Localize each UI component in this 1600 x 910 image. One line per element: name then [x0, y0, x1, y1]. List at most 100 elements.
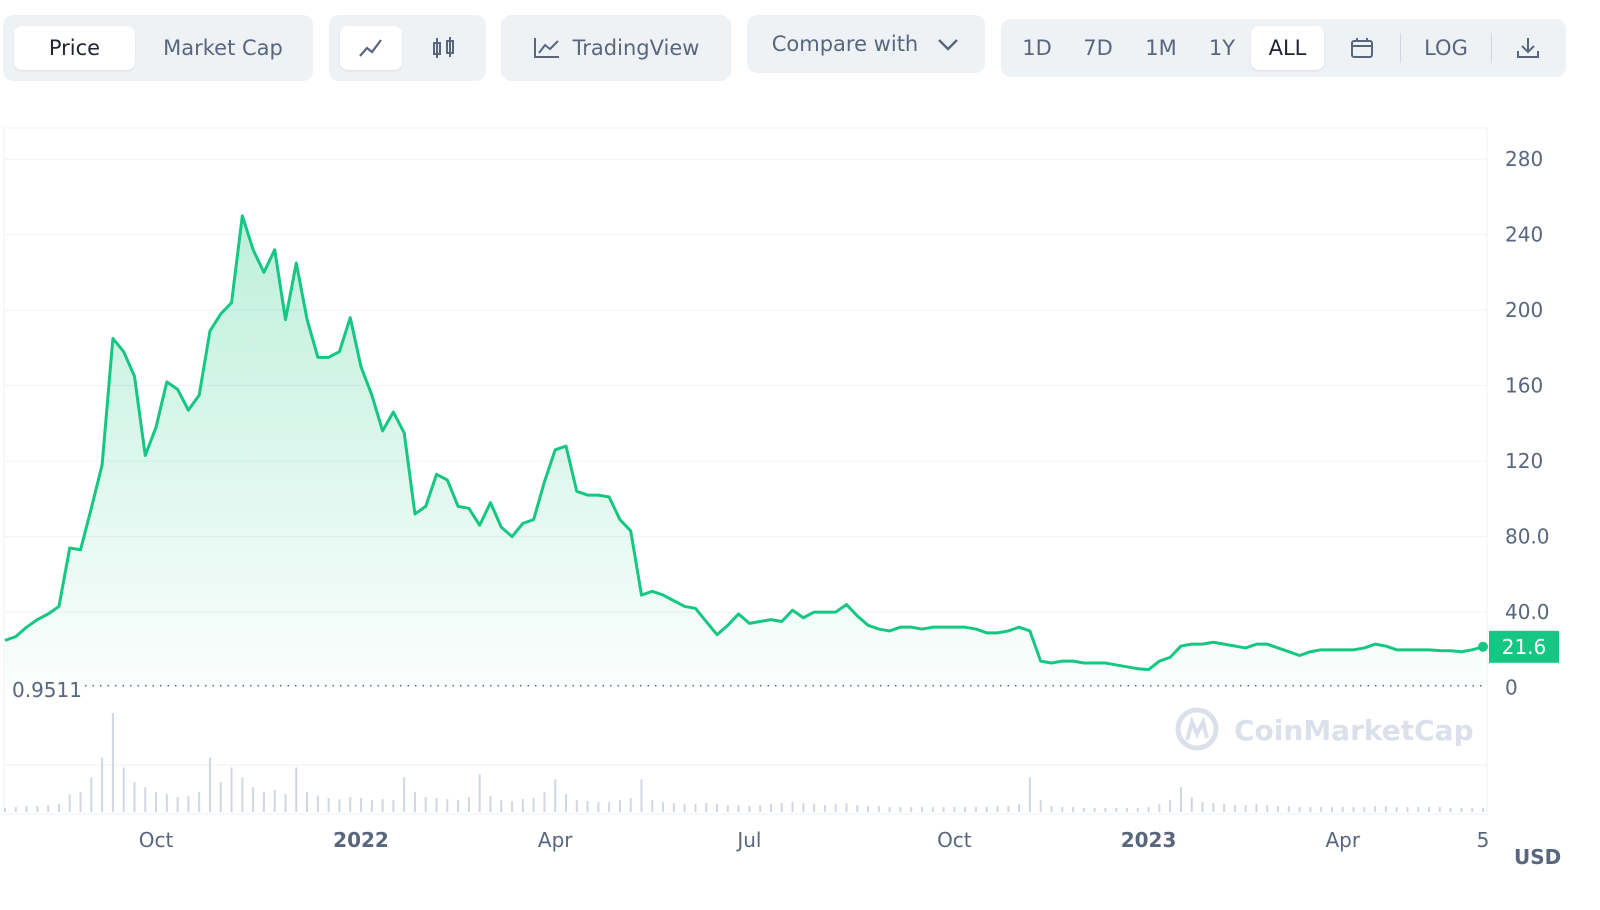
volume-bar	[122, 767, 125, 812]
volume-bar	[1147, 807, 1150, 812]
volume-bar	[413, 792, 416, 812]
volume-bar	[1363, 807, 1366, 812]
range-button[interactable]: 1M	[1129, 26, 1193, 70]
volume-bar	[1179, 787, 1182, 812]
log-button[interactable]: LOG	[1401, 26, 1491, 70]
volume-bar	[748, 806, 751, 812]
volume-bar	[284, 794, 287, 812]
y-tick-label: 200	[1505, 298, 1543, 322]
volume-bar	[424, 797, 427, 812]
volume-bar	[1028, 777, 1031, 812]
y-tick-label: 240	[1505, 223, 1543, 247]
volume-bar	[1352, 807, 1355, 812]
volume-bar	[1417, 807, 1420, 812]
range-label: 1M	[1145, 36, 1177, 60]
volume-bar	[1471, 808, 1474, 812]
volume-bar	[597, 802, 600, 812]
volume-bar	[1266, 805, 1269, 812]
volume-bar	[1072, 807, 1075, 812]
tab-price[interactable]: Price	[14, 26, 135, 70]
x-tick-label: 2023	[1121, 828, 1177, 852]
volume-bar	[888, 807, 891, 812]
volume-bar	[500, 800, 503, 812]
volume-bar	[403, 777, 406, 812]
currency-label: USD	[1514, 845, 1561, 869]
volume-bar	[176, 797, 179, 812]
volume-bar	[392, 800, 395, 812]
range-label: ALL	[1268, 36, 1307, 60]
volume-bar	[683, 804, 686, 812]
volume-bar	[1190, 797, 1193, 812]
x-tick-label: 5	[1477, 828, 1490, 852]
candle-style-button[interactable]	[402, 26, 486, 70]
volume-bar	[899, 807, 902, 812]
tab-label: Price	[48, 36, 101, 60]
watermark-logo	[1175, 707, 1219, 751]
download-button[interactable]	[1492, 26, 1564, 70]
volume-bar	[629, 798, 632, 812]
volume-bar	[36, 806, 39, 812]
volume-bar	[25, 806, 28, 812]
volume-bar	[651, 800, 654, 812]
range-label: 1D	[1022, 36, 1052, 60]
volume-bar	[295, 767, 298, 812]
volume-bar	[360, 798, 363, 812]
volume-bar	[856, 805, 859, 812]
view-tabs: Price Market Cap	[3, 15, 313, 81]
volume-bar	[921, 807, 924, 812]
candle-icon	[433, 37, 454, 58]
volume-bar	[79, 792, 82, 812]
volume-bar	[252, 787, 255, 812]
last-price-tag	[1489, 630, 1559, 663]
volume-bar	[1438, 807, 1441, 812]
volume-bar	[1039, 800, 1042, 812]
separator	[1491, 33, 1492, 63]
range-button[interactable]: 7D	[1067, 26, 1129, 70]
volume-bar	[564, 794, 567, 812]
volume-bar	[47, 805, 50, 812]
range-button[interactable]: 1Y	[1193, 26, 1251, 70]
volume-bar	[931, 807, 934, 812]
volume-bar	[144, 787, 147, 812]
volume-bar	[942, 807, 945, 812]
volume-bar	[759, 805, 762, 812]
last-point	[1478, 641, 1488, 652]
volume-bar	[327, 798, 330, 812]
range-button-active[interactable]: ALL	[1251, 26, 1324, 70]
range-button[interactable]: 1D	[1007, 26, 1067, 70]
volume-bar	[262, 792, 265, 812]
volume-bar	[996, 806, 999, 812]
calendar-button[interactable]	[1324, 26, 1400, 70]
range-group: 1D 7D 1M 1Y ALL LOG	[1001, 19, 1566, 77]
volume-bar	[1050, 806, 1053, 812]
y-tick-label: 160	[1505, 374, 1543, 398]
y-tick-label: 0	[1505, 676, 1518, 700]
volume-bar	[1287, 806, 1290, 812]
volume-bar	[834, 804, 837, 812]
volume-bar	[1158, 804, 1161, 812]
volume-bar	[1233, 805, 1236, 812]
y-tick-label: 120	[1505, 449, 1543, 473]
tab-label: Market Cap	[163, 36, 283, 60]
plot-frame	[3, 127, 1488, 815]
tradingview-button[interactable]: TradingView	[501, 15, 731, 81]
volume-bar	[823, 805, 826, 812]
volume-bar	[953, 807, 956, 812]
compare-dropdown[interactable]: Compare with	[747, 15, 985, 73]
tab-market-cap[interactable]: Market Cap	[135, 26, 311, 70]
volume-bar	[974, 807, 977, 812]
x-tick-label: Jul	[735, 828, 761, 852]
line-style-button[interactable]	[340, 26, 402, 70]
volume-bar	[705, 803, 708, 812]
y-tick-label: 280	[1505, 147, 1543, 171]
volume-bar	[1212, 803, 1215, 812]
volume-bar	[543, 792, 546, 812]
volume-bar	[349, 797, 352, 812]
volume-bar	[769, 804, 772, 812]
volume-bar	[1093, 808, 1096, 812]
download-icon	[1517, 38, 1539, 58]
volume-bar	[14, 807, 17, 812]
volume-bar	[273, 790, 276, 812]
volume-bar	[802, 803, 805, 812]
